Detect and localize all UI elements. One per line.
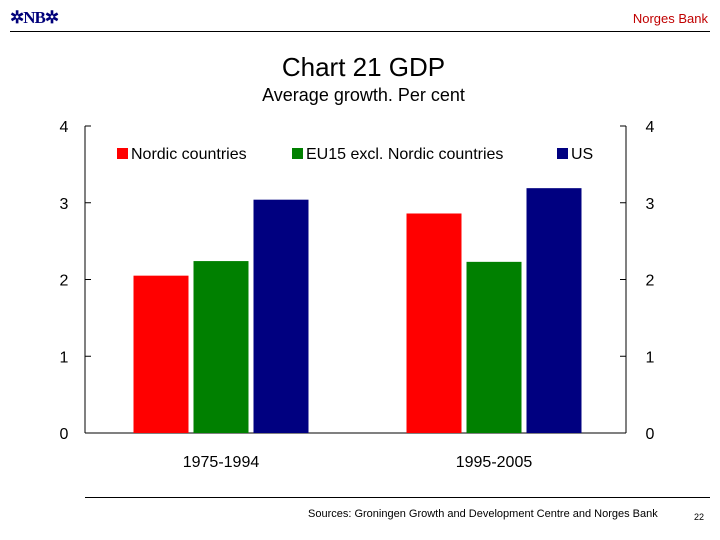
legend-label: Nordic countries xyxy=(131,146,247,163)
y-tick-label-right: 4 xyxy=(646,119,655,136)
y-tick-label-right: 0 xyxy=(646,426,655,443)
footer-divider xyxy=(85,497,710,498)
y-tick-label-right: 3 xyxy=(646,196,655,213)
y-tick-label-left: 1 xyxy=(60,349,69,366)
y-tick-label-right: 1 xyxy=(646,349,655,366)
chart-subtitle: Average growth. Per cent xyxy=(262,85,465,105)
header-divider xyxy=(10,31,710,32)
bar-us xyxy=(526,188,582,433)
bar-eu15-excl-nordic-countries xyxy=(466,261,522,433)
x-tick-label: 1975-1994 xyxy=(183,454,260,471)
y-tick-label-left: 0 xyxy=(60,426,69,443)
legend-swatch xyxy=(292,148,303,159)
norges-bank-logo: ✲NB✲ xyxy=(10,8,59,27)
bar-eu15-excl-nordic-countries xyxy=(193,261,249,433)
bank-name: Norges Bank xyxy=(632,11,708,26)
y-tick-label-right: 2 xyxy=(646,273,655,290)
legend-label: US xyxy=(571,146,593,163)
bar-us xyxy=(253,199,309,433)
bar-nordic-countries xyxy=(133,275,189,433)
legend-swatch xyxy=(117,148,128,159)
y-tick-label-left: 3 xyxy=(60,196,69,213)
bar-nordic-countries xyxy=(406,213,462,433)
legend-label: EU15 excl. Nordic countries xyxy=(306,146,503,163)
legend-swatch xyxy=(557,148,568,159)
chart-title: Chart 21 GDP xyxy=(281,52,446,82)
y-tick-label-left: 2 xyxy=(60,273,69,290)
x-tick-label: 1995-2005 xyxy=(456,454,533,471)
y-tick-label-left: 4 xyxy=(60,119,69,136)
page-number: 22 xyxy=(694,512,705,522)
source-note: Sources: Groningen Growth and Developmen… xyxy=(308,508,658,520)
